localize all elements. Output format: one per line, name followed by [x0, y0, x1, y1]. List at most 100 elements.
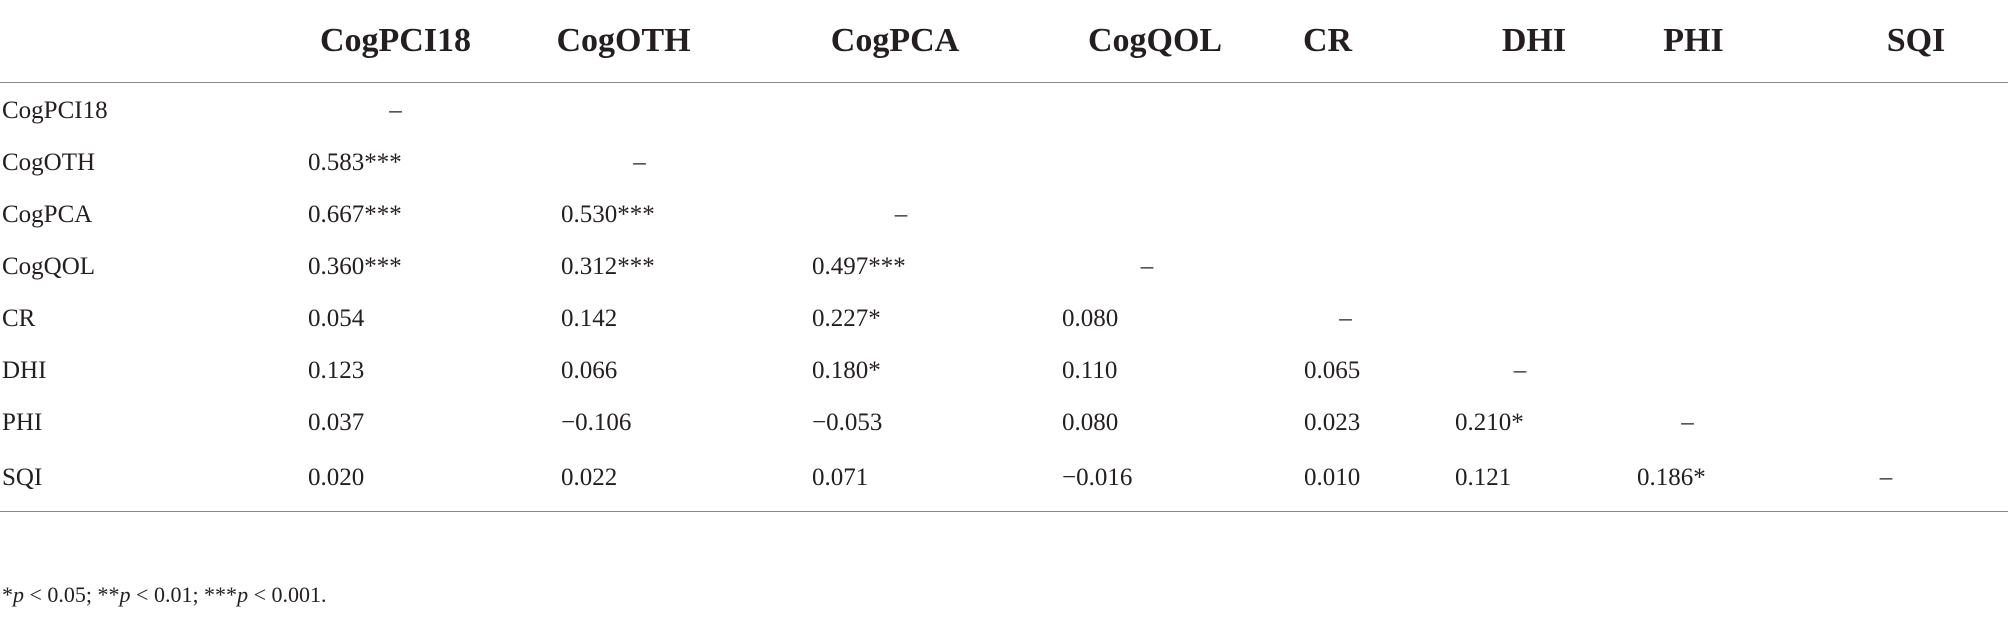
correlation-cell: [509, 83, 770, 138]
table-row: CogPCA 0.667*** 0.530*** –: [0, 189, 2008, 241]
correlation-cell: [1764, 293, 2008, 345]
diagonal-dash-cell: –: [633, 149, 646, 176]
column-header-cogoth: CogOTH: [493, 0, 754, 83]
table-row: DHI 0.123 0.066 0.180* 0.110 0.065 –: [0, 345, 2008, 397]
correlation-cell: 0.227*: [812, 305, 881, 332]
diagonal-dash-cell: –: [894, 201, 908, 228]
correlation-cell: [1764, 83, 2008, 138]
diagonal-dash-cell: –: [1513, 357, 1527, 384]
correlation-cell: [1611, 293, 1764, 345]
header-corner: [0, 0, 282, 83]
correlation-cell: 0.312***: [561, 253, 655, 280]
row-label: CR: [2, 305, 36, 332]
correlation-table-container: CogPCI18 CogOTH CogPCA CogQOL CR DHI PHI SQI Co…: [0, 0, 2008, 512]
correlation-cell: 0.180*: [812, 357, 881, 384]
correlation-cell: 0.497***: [812, 253, 906, 280]
column-header-cr: CR: [1244, 0, 1411, 83]
diagonal-dash-cell: –: [1764, 449, 2008, 512]
correlation-cell: [1611, 189, 1764, 241]
diagonal-dash-cell: –: [389, 97, 402, 124]
correlation-cell: 0.080: [1062, 305, 1119, 332]
row-label: SQI: [0, 449, 282, 512]
correlation-cell: 0.023: [1304, 409, 1361, 436]
correlation-cell: [1032, 83, 1262, 138]
footnote-italic-p: p: [119, 582, 131, 607]
column-header-cogqol: CogQOL: [1040, 0, 1270, 83]
row-label: CogPCA: [2, 201, 93, 228]
correlation-cell: 0.530***: [561, 201, 655, 228]
correlation-cell: 0.010: [1262, 449, 1429, 512]
correlation-cell: [1611, 241, 1764, 293]
column-header-cogpca: CogPCA: [764, 0, 1026, 83]
correlation-cell: [1032, 137, 1262, 189]
correlation-cell: 0.066: [561, 357, 618, 384]
correlation-cell: 0.186*: [1611, 449, 1764, 512]
correlation-cell: [1032, 189, 1262, 241]
correlation-cell: [1764, 397, 2008, 449]
correlation-cell: [1764, 241, 2008, 293]
footnote-text: < 0.01; ***: [130, 582, 238, 607]
diagonal-dash-cell: –: [1339, 305, 1352, 332]
correlation-cell: [1764, 345, 2008, 397]
column-header-phi: PHI: [1617, 0, 1770, 83]
correlation-cell: [1764, 137, 2008, 189]
correlation-cell: 0.667***: [308, 201, 402, 228]
correlation-cell: 0.121: [1429, 449, 1611, 512]
diagonal-dash-cell: –: [1140, 253, 1154, 280]
table-body: CogPCI18 – CogOTH 0.583*** – CogPCA 0.667*** 0.…: [0, 83, 2008, 512]
row-label: PHI: [2, 409, 43, 436]
correlation-cell: −0.016: [1032, 449, 1262, 512]
correlation-cell: [1262, 241, 1429, 293]
correlation-cell: [1262, 189, 1429, 241]
correlation-cell: [1429, 189, 1611, 241]
table-row: PHI 0.037 −0.106 −0.053 0.080 0.023 0.210* –: [0, 397, 2008, 449]
table-row: CogPCI18 –: [0, 83, 2008, 138]
correlation-cell: 0.123: [308, 357, 365, 384]
footnote-text: < 0.05; **: [24, 582, 120, 607]
correlation-table: CogPCI18 CogOTH CogPCA CogQOL CR DHI PHI SQI Co…: [0, 0, 2008, 512]
correlation-cell: 0.080: [1062, 409, 1119, 436]
correlation-cell: [1764, 189, 2008, 241]
correlation-cell: 0.022: [509, 449, 770, 512]
correlation-cell: 0.142: [561, 305, 618, 332]
table-footnote: *p < 0.05; **p < 0.01; ***p < 0.001.: [2, 582, 326, 608]
table-row: SQI 0.020 0.022 0.071 −0.016 0.010 0.121 0.186*…: [0, 449, 2008, 512]
correlation-cell: [1429, 137, 1611, 189]
table-header: CogPCI18 CogOTH CogPCA CogQOL CR DHI PHI SQI: [0, 0, 2008, 83]
footnote-italic-p: p: [13, 582, 24, 607]
correlation-cell: [770, 137, 1032, 189]
correlation-cell: 0.065: [1304, 357, 1361, 384]
correlation-cell: 0.110: [1062, 357, 1118, 384]
table-row: CogOTH 0.583*** –: [0, 137, 2008, 189]
row-label: CogOTH: [2, 149, 96, 176]
row-label: CogQOL: [2, 253, 96, 280]
column-header-sqi: SQI: [1794, 0, 2008, 83]
column-header-dhi: DHI: [1443, 0, 1625, 83]
header-row: CogPCI18 CogOTH CogPCA CogQOL CR DHI PHI SQI: [0, 0, 2008, 83]
table-row: CR 0.054 0.142 0.227* 0.080 –: [0, 293, 2008, 345]
correlation-cell: [1262, 83, 1429, 138]
correlation-cell: [1429, 241, 1611, 293]
correlation-cell: [1611, 345, 1764, 397]
correlation-cell: 0.360***: [308, 253, 402, 280]
correlation-cell: 0.037: [308, 409, 365, 436]
correlation-cell: −0.106: [561, 409, 632, 436]
correlation-cell: 0.054: [308, 305, 365, 332]
footnote-text: < 0.001.: [248, 582, 327, 607]
correlation-cell: 0.020: [282, 449, 509, 512]
footnote-text: *: [2, 582, 13, 607]
correlation-cell: −0.053: [812, 409, 883, 436]
correlation-cell: [1429, 83, 1611, 138]
correlation-cell: 0.210*: [1455, 409, 1524, 436]
correlation-cell: 0.583***: [308, 149, 402, 176]
correlation-cell: [1429, 293, 1611, 345]
correlation-cell: [770, 83, 1032, 138]
column-header-cogpci18: CogPCI18: [282, 0, 509, 83]
correlation-cell: [1262, 137, 1429, 189]
row-label: DHI: [2, 357, 47, 384]
table-row: CogQOL 0.360*** 0.312*** 0.497*** –: [0, 241, 2008, 293]
correlation-cell: [1611, 137, 1764, 189]
diagonal-dash-cell: –: [1681, 409, 1694, 436]
correlation-cell: [1611, 83, 1764, 138]
row-label: CogPCI18: [2, 97, 108, 124]
